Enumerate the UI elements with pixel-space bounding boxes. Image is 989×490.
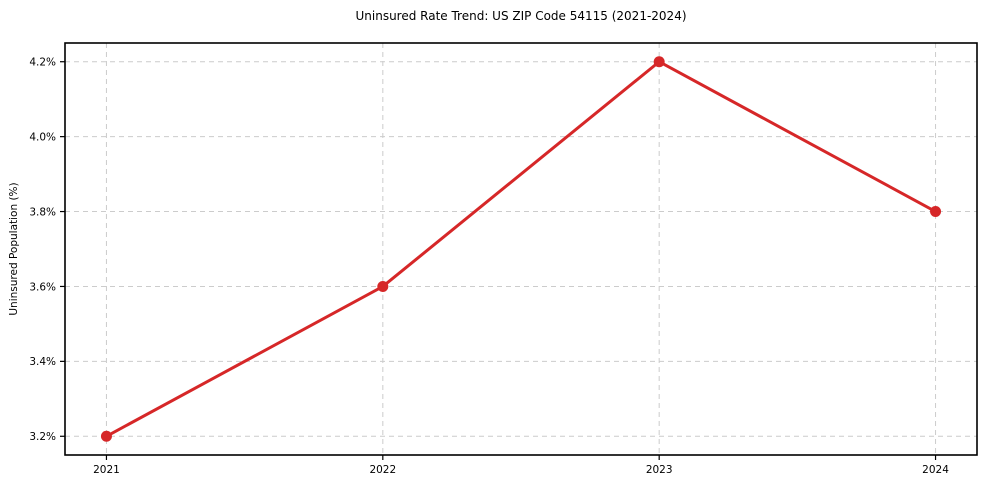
data-point: [930, 206, 942, 218]
data-line: [104, 60, 938, 438]
data-point: [653, 56, 665, 68]
x-tick-label: 2022: [369, 464, 396, 476]
chart-title: Uninsured Rate Trend: US ZIP Code 54115 …: [355, 9, 687, 23]
data-point: [100, 430, 112, 442]
x-tick-label: 2024: [922, 464, 949, 476]
y-tick-label: 3.8%: [29, 206, 56, 218]
x-tick-label: 2021: [93, 464, 120, 476]
y-tick-label: 3.2%: [29, 431, 56, 443]
y-tick-label: 3.4%: [29, 356, 56, 368]
y-tick-label: 4.2%: [29, 57, 56, 69]
data-point: [377, 280, 389, 292]
x-tick-label: 2023: [646, 464, 673, 476]
plot-border: [64, 42, 978, 456]
y-tick-label: 3.6%: [29, 281, 56, 293]
y-tick-label: 4.0%: [29, 131, 56, 143]
